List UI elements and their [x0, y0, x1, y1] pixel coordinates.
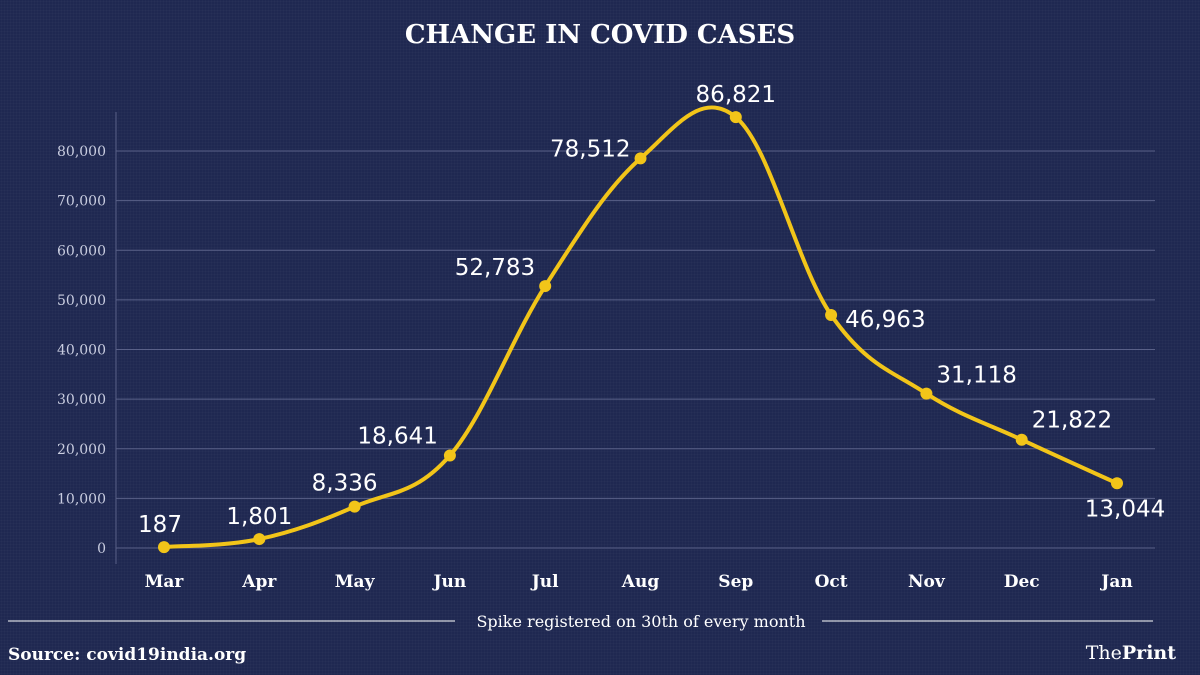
data-points [158, 111, 1123, 554]
data-point [1111, 477, 1123, 490]
data-point [634, 152, 647, 165]
data-label: 8,336 [312, 471, 378, 497]
data-point [920, 387, 933, 400]
data-label: 1,801 [226, 504, 292, 530]
x-tick-label: Aug [621, 572, 660, 592]
y-tick-label: 60,000 [57, 243, 106, 259]
y-tick-label: 80,000 [57, 144, 106, 160]
x-tick-label: Nov [908, 572, 946, 592]
brand-logo-prefix: The [1086, 642, 1122, 664]
data-point [443, 449, 456, 462]
series-line-group [162, 105, 1119, 550]
data-label: 86,821 [696, 82, 776, 108]
y-axis-ticks: 0 10,000 20,000 30,000 40,000 50,000 60,000 70,… [57, 144, 106, 557]
brand-logo: ThePrint [1086, 642, 1176, 664]
y-tick-label: 70,000 [57, 194, 106, 210]
y-tick-label: 40,000 [57, 343, 106, 359]
x-tick-label: Jun [432, 572, 467, 592]
data-label: 78,512 [550, 136, 630, 162]
data-label: 21,822 [1032, 408, 1112, 434]
source-credit: Source: covid19india.org [8, 645, 246, 665]
data-label: 13,044 [1085, 496, 1165, 522]
data-labels: 187 1,801 8,336 18,641 52,783 78,512 86,821 46,… [138, 82, 1165, 538]
data-label: 52,783 [455, 255, 535, 281]
data-point [253, 533, 266, 546]
data-label: 46,963 [845, 307, 925, 333]
svg-text:ThePrint: ThePrint [1086, 642, 1176, 664]
data-point [1015, 433, 1028, 446]
data-label: 31,118 [936, 363, 1016, 389]
x-tick-label: Jul [530, 572, 559, 592]
data-label: 18,641 [357, 423, 437, 449]
chart-title: CHANGE IN COVID CASES [405, 20, 795, 50]
data-point [348, 500, 361, 513]
gridlines [115, 112, 1155, 564]
x-tick-label: Oct [815, 572, 848, 592]
x-tick-label: May [335, 572, 376, 592]
y-tick-label: 10,000 [57, 491, 106, 507]
x-tick-label: Mar [145, 572, 185, 592]
series-line [162, 105, 1119, 550]
x-tick-label: Sep [718, 572, 753, 592]
data-point [158, 541, 170, 554]
data-point [825, 308, 838, 321]
y-tick-label: 20,000 [57, 442, 106, 458]
data-label: 187 [138, 512, 182, 538]
x-tick-label: Jan [1099, 572, 1132, 592]
y-tick-label: 0 [97, 541, 106, 557]
x-axis-ticks: Mar Apr May Jun Jul Aug Sep Oct Nov Dec Jan [145, 572, 1133, 592]
y-tick-label: 50,000 [57, 293, 106, 309]
data-point [729, 111, 742, 124]
data-point [539, 280, 552, 293]
x-tick-label: Dec [1004, 572, 1040, 592]
axis-note: Spike registered on 30th of every month [476, 612, 805, 631]
x-tick-label: Apr [241, 572, 277, 592]
y-tick-label: 30,000 [57, 392, 106, 408]
brand-logo-suffix: Print [1122, 642, 1176, 664]
